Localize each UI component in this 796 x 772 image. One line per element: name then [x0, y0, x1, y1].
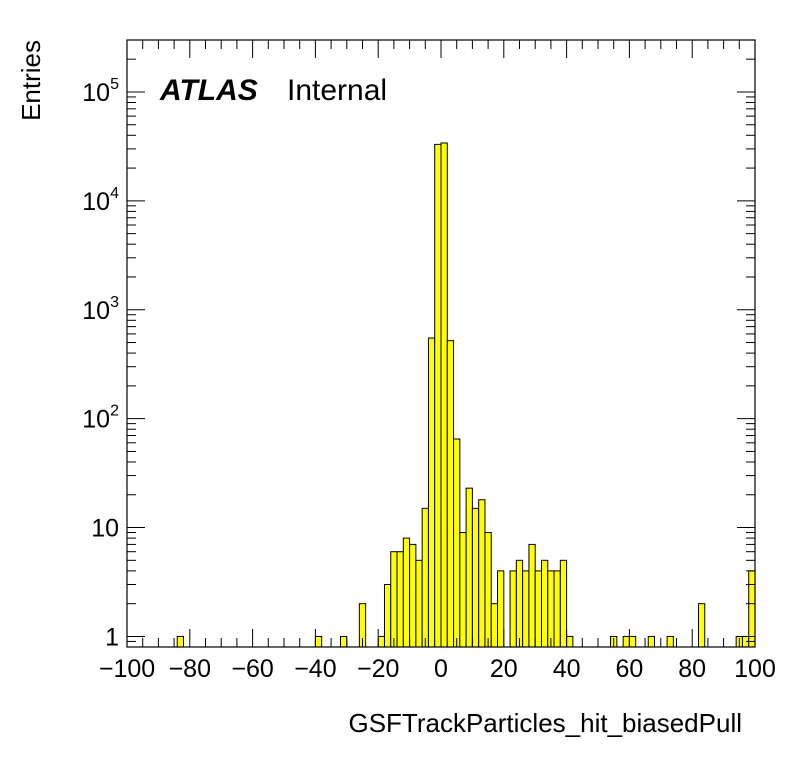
histogram-bin [409, 543, 417, 648]
x-tick-label: 60 [615, 655, 643, 683]
histogram-bin [415, 559, 423, 648]
histogram-bin [748, 570, 756, 648]
x-tick-label: −100 [99, 655, 155, 683]
internal-label: Internal [287, 74, 387, 107]
histogram-bin [465, 487, 473, 648]
histogram-bin [421, 507, 429, 648]
histogram-bin [440, 142, 448, 648]
histogram-bin [497, 570, 505, 648]
histogram-bin [402, 537, 411, 648]
histogram-bin [471, 507, 480, 648]
histogram-bin [666, 635, 674, 648]
histogram-bin [559, 559, 568, 648]
y-axis-title: Entries [16, 40, 46, 121]
histogram-bin [390, 551, 398, 648]
x-tick-label: −80 [169, 655, 211, 683]
x-tick-label: 80 [678, 655, 706, 683]
histogram-bin [697, 603, 706, 648]
histogram-bin [566, 635, 574, 648]
histogram-bin [453, 438, 461, 648]
histogram-bin [553, 570, 561, 648]
y-tick-label: 104 [82, 185, 119, 216]
atlas-label: ATLAS [159, 74, 258, 107]
histogram-bin [515, 559, 524, 648]
histogram-bin [534, 570, 542, 648]
histogram-bin [628, 635, 637, 648]
x-tick-label: 40 [553, 655, 581, 683]
histogram-bin [377, 635, 385, 648]
axis-layer: −100 −80 −60 −40 −20 0 20 40 60 80 100 1 10 102 103 104… [82, 39, 776, 683]
x-tick-label: −40 [294, 655, 336, 683]
histogram-bin [478, 499, 486, 648]
y-tick-label: 1 [105, 623, 119, 651]
histogram-bin [459, 532, 467, 648]
x-tick-label: 20 [490, 655, 518, 683]
x-tick-label: 0 [434, 655, 448, 683]
x-tick-label: −60 [231, 655, 273, 683]
x-tick-label: −20 [357, 655, 399, 683]
x-tick-label: 100 [734, 655, 776, 683]
histogram-bin [434, 143, 442, 648]
y-tick-label: 105 [82, 76, 119, 107]
x-axis-title: GSFTrackParticles_hit_biasedPull [348, 708, 742, 738]
histogram-bin [522, 570, 530, 648]
histogram-bin [647, 635, 656, 648]
histogram-bin [484, 532, 492, 648]
histogram-bin [540, 559, 549, 648]
y-tick-label: 102 [82, 403, 119, 434]
histogram-bin [446, 340, 455, 648]
histogram-bin [528, 543, 536, 648]
histogram-bin [340, 635, 348, 648]
histogram-bin [314, 635, 323, 648]
histogram-bin [176, 635, 185, 648]
histogram-bin [547, 570, 555, 648]
histogram-bin [622, 635, 630, 648]
y-tick-label: 103 [82, 294, 119, 325]
histogram-bin [383, 583, 392, 648]
histogram-bin [396, 551, 404, 648]
histogram-bin [509, 570, 517, 648]
histogram-bin [427, 337, 436, 648]
histogram-bin [490, 603, 499, 648]
y-tick-label: 10 [91, 515, 119, 543]
bars-layer [176, 142, 756, 648]
